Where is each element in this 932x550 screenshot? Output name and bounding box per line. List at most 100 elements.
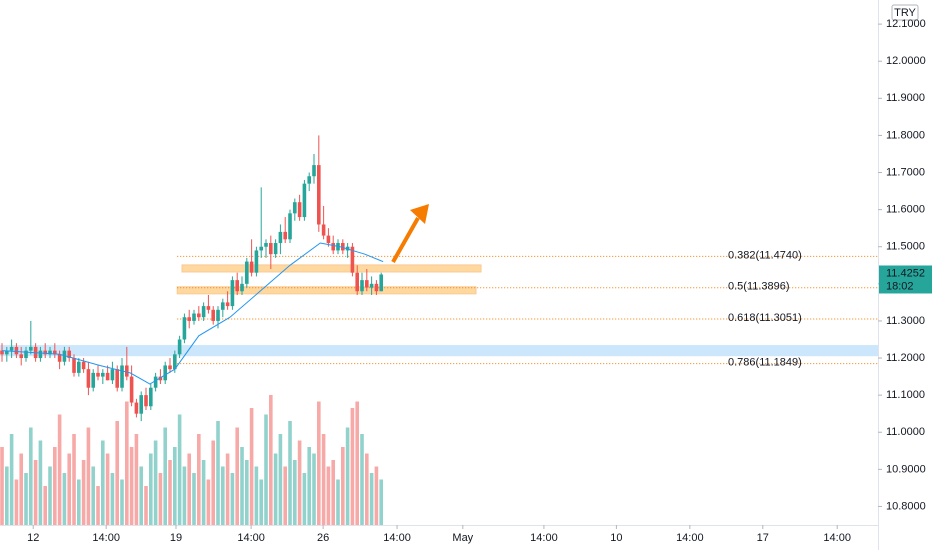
volume-bar	[48, 466, 52, 525]
volume-bar	[345, 427, 350, 525]
volume-bar	[264, 414, 268, 525]
volume-bar	[24, 473, 28, 525]
volume-bar	[168, 460, 172, 525]
candle-body	[81, 361, 86, 370]
volume-bar	[144, 486, 148, 525]
volume-bar	[288, 421, 292, 525]
volume-bar	[240, 447, 244, 525]
x-tick-label: 17	[757, 532, 769, 544]
candle-body	[331, 243, 336, 251]
arrow-head	[410, 204, 429, 224]
candle-body	[96, 372, 100, 377]
x-tick-label: 14:00	[530, 532, 558, 544]
candle-body	[29, 346, 33, 351]
candle-body	[360, 280, 364, 292]
candle-body	[269, 243, 273, 255]
candle-body	[283, 231, 288, 240]
x-tick-label: 12	[27, 532, 39, 544]
volume-bar	[38, 440, 43, 525]
volume-bar	[225, 453, 230, 525]
y-tick-label: 12.0000	[886, 55, 926, 67]
volume-bar	[173, 447, 177, 525]
candle-body	[129, 376, 134, 403]
volume-bar	[101, 440, 105, 525]
volume-bar	[163, 427, 168, 525]
fib-label: 0.618(11.3051)	[728, 312, 802, 324]
candle-body	[0, 350, 4, 355]
x-tick-label: 10	[610, 532, 622, 544]
candle-body	[206, 306, 211, 310]
volume-bar	[341, 447, 345, 525]
candle-body	[326, 235, 331, 244]
candle-body	[321, 224, 326, 236]
volume-bar	[134, 434, 139, 525]
volume-bar	[158, 473, 163, 525]
candle-body	[139, 395, 144, 414]
candle-body	[259, 246, 264, 251]
volume-bar	[149, 453, 153, 525]
volume-bar	[254, 466, 259, 525]
volume-bar	[187, 453, 192, 525]
volume-bar	[273, 453, 278, 525]
volume-bar	[336, 479, 340, 525]
candle-body	[264, 243, 268, 247]
candle-body	[168, 365, 172, 370]
candle-body	[225, 302, 230, 307]
candle-body	[43, 350, 48, 355]
volume-bar	[283, 466, 288, 525]
volume-bar	[197, 434, 201, 525]
candle-body	[192, 313, 196, 321]
countdown: 18:02	[886, 280, 914, 292]
volume-bar	[125, 401, 129, 525]
fib-label: 0.5(11.3896)	[728, 281, 790, 293]
candle-body	[374, 283, 379, 292]
y-tick-label: 11.3000	[886, 315, 925, 327]
volume-bar	[19, 453, 24, 525]
volume-bar	[201, 460, 206, 525]
candle-body	[230, 280, 235, 307]
volume-bar	[91, 466, 96, 525]
volume-bar	[115, 421, 120, 525]
zone	[0, 345, 878, 357]
candle-body	[273, 243, 278, 255]
volume-bar	[77, 479, 81, 525]
candle-body	[101, 372, 105, 377]
candle-body	[182, 317, 187, 340]
candle-body	[211, 309, 216, 321]
candle-body	[38, 350, 43, 359]
x-tick-label: 14:00	[823, 532, 851, 544]
candle-body	[317, 165, 321, 225]
zone	[176, 286, 477, 295]
candle-body	[72, 358, 76, 373]
volume-bar	[43, 486, 48, 525]
volume-bar	[331, 460, 336, 525]
candle-body	[163, 365, 168, 381]
volume-bar	[307, 447, 312, 525]
candle-body	[249, 261, 254, 273]
y-tick-label: 10.9000	[886, 463, 926, 475]
y-tick-label: 11.9000	[886, 92, 925, 104]
candle-body	[53, 350, 57, 355]
volume-bar	[259, 479, 264, 525]
y-tick-label: 12.1000	[886, 18, 926, 30]
candle-body	[5, 350, 9, 355]
y-tick-label: 11.6000	[886, 204, 925, 216]
candle-body	[48, 350, 52, 355]
currency: TRY	[894, 7, 916, 19]
x-tick-label: May	[452, 532, 473, 544]
volume-bar	[57, 414, 62, 525]
candle-body	[19, 354, 24, 359]
volume-bar	[129, 447, 134, 525]
candle-body	[134, 402, 139, 414]
candle-body	[9, 346, 14, 351]
y-tick-label: 11.5000	[886, 241, 925, 253]
volume-bar	[139, 466, 144, 525]
volume-bar	[235, 427, 240, 525]
candle-body	[177, 339, 182, 355]
price-tag	[879, 265, 932, 294]
volume-bar	[302, 473, 307, 525]
y-tick-label: 11.0000	[886, 426, 925, 438]
candle-body	[86, 369, 91, 388]
candle-body	[216, 309, 220, 321]
volume-bar	[369, 473, 374, 525]
